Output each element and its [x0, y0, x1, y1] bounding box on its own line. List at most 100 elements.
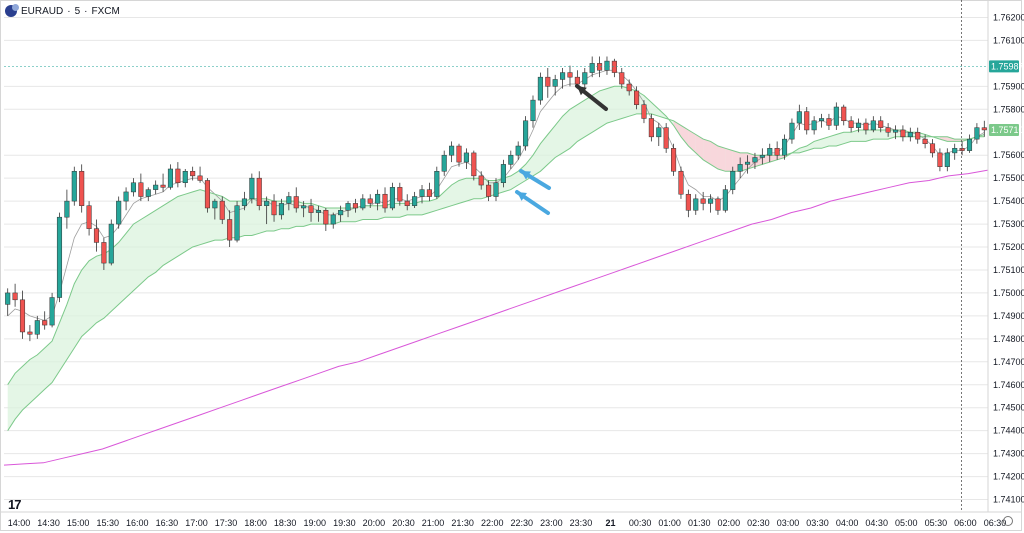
candle-body — [123, 191, 129, 202]
annotation-arrowhead-blue — [517, 192, 527, 201]
candle — [693, 194, 699, 215]
settings-gear-icon[interactable] — [1003, 516, 1013, 526]
candle-body — [64, 200, 70, 218]
price-tick-label: 1.74400 — [993, 426, 1024, 436]
price-axis[interactable]: 1.76200 1.76100 1.75900 1.75800 1.75600 1.755… — [0, 0, 1024, 513]
candle-body — [500, 164, 506, 184]
candle — [863, 118, 869, 135]
candle — [878, 116, 884, 133]
candle — [641, 100, 647, 124]
candle-body — [323, 210, 329, 225]
time-tick-label: 15:00 — [67, 518, 90, 528]
candle — [966, 134, 973, 153]
candle — [523, 116, 529, 151]
time-axis[interactable]: 14:00 14:30 15:00 15:30 16:00 16:30 17:00 17:30… — [8, 518, 1007, 528]
time-tick-label: 00:30 — [629, 518, 652, 528]
candle-body — [796, 111, 802, 124]
annotations — [4, 0, 988, 511]
candle-body — [301, 205, 307, 209]
candle-body — [249, 177, 255, 200]
candle-body — [204, 180, 211, 209]
price-tick-label: 1.74600 — [993, 380, 1024, 390]
candle — [397, 182, 403, 206]
candle — [323, 208, 329, 231]
candle-body — [79, 171, 85, 206]
candle — [981, 120, 987, 137]
candle — [5, 288, 11, 316]
candle — [708, 194, 714, 213]
candle-body — [685, 193, 691, 211]
candle-body — [781, 138, 788, 156]
candle — [663, 123, 669, 153]
candle — [234, 201, 240, 243]
candle-body — [656, 127, 662, 138]
candle-body — [552, 79, 558, 87]
candle-body — [678, 171, 684, 195]
price-tick-label: 1.74300 — [993, 449, 1024, 459]
candle — [700, 191, 706, 211]
ma-band-fill-bearish — [954, 139, 963, 142]
candle-body — [493, 182, 499, 197]
time-tick-label: 18:00 — [244, 518, 267, 528]
candle — [678, 166, 684, 199]
candle-body — [286, 196, 292, 204]
candle — [101, 237, 107, 270]
candle-body — [767, 148, 773, 156]
candle-body — [597, 63, 603, 71]
candle-body — [589, 63, 595, 73]
ma-band-fill-bearish — [747, 152, 755, 169]
candle — [27, 325, 33, 342]
candle-body — [19, 299, 26, 333]
candle — [116, 196, 122, 229]
candle — [286, 191, 292, 211]
ma-band-fill-bearish — [703, 139, 711, 165]
candle-body — [959, 148, 965, 151]
candle — [352, 198, 358, 213]
candle — [449, 141, 455, 163]
candle-body — [315, 210, 321, 213]
candle-body — [626, 83, 632, 92]
candle — [493, 178, 499, 202]
candle-body — [463, 152, 469, 163]
candle — [486, 180, 492, 202]
candle — [885, 123, 891, 137]
tradingview-logo-icon[interactable]: 17 — [8, 497, 22, 512]
candle — [130, 178, 137, 197]
candle — [722, 185, 728, 213]
time-tick-label: 16:00 — [126, 518, 149, 528]
candle-body — [197, 175, 203, 181]
candle-body — [264, 200, 270, 206]
ma-band-fill — [7, 86, 985, 431]
candle-body — [693, 198, 699, 211]
time-tick-label: 15:30 — [96, 518, 119, 528]
time-tick-label: 17:00 — [185, 518, 208, 528]
candle — [71, 166, 77, 206]
candle-body — [870, 120, 876, 131]
price-tick-label: 1.75500 — [993, 173, 1024, 183]
chart-header[interactable]: EURAUD · 5 · FXCM — [5, 3, 120, 19]
candle-body — [648, 118, 654, 138]
candle — [389, 182, 395, 211]
time-tick-label: 04:30 — [865, 518, 888, 528]
time-tick-label: 02:00 — [718, 518, 741, 528]
candle — [937, 148, 943, 172]
candle — [34, 315, 40, 339]
candle-body — [234, 205, 240, 241]
candle-body — [486, 184, 492, 197]
candle — [560, 67, 566, 89]
candle-body — [71, 171, 77, 202]
candle-body — [138, 182, 144, 197]
candle-body — [434, 171, 440, 197]
candle — [360, 194, 366, 211]
candle-body — [515, 145, 521, 156]
candle-body — [818, 118, 825, 122]
candle — [774, 141, 780, 160]
candle-body — [915, 132, 921, 140]
candle-body — [567, 72, 573, 78]
candle — [227, 210, 233, 248]
candle — [419, 185, 425, 204]
candle-body — [56, 216, 63, 298]
time-tick-label: 21 — [606, 518, 616, 528]
candle-body — [907, 132, 913, 138]
